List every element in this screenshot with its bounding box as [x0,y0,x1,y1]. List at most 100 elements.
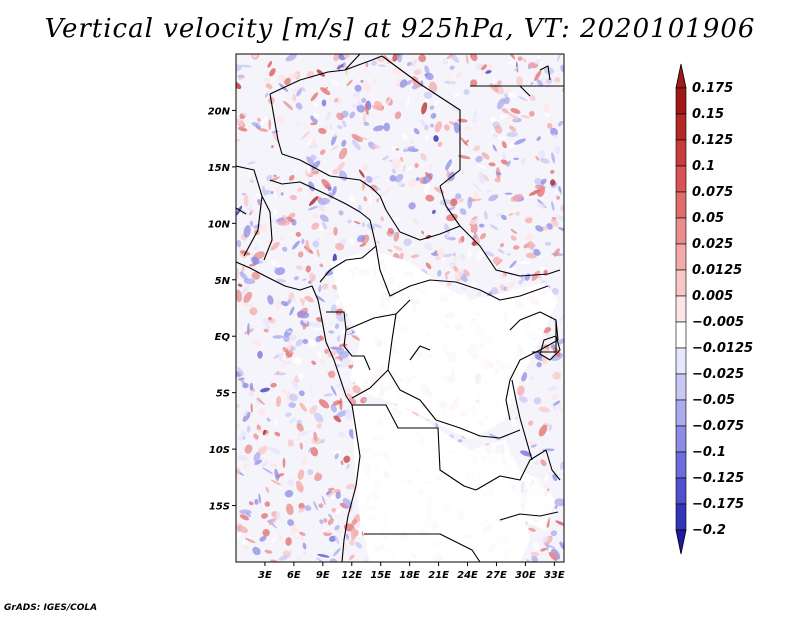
velocity-cell [325,490,332,496]
velocity-cell [558,120,564,127]
velocity-cell [251,271,261,280]
velocity-cell [325,111,332,121]
velocity-cell [319,519,324,525]
velocity-cell [357,205,362,211]
velocity-cell [368,197,373,204]
velocity-cell [444,234,450,240]
lat-label: 10S [209,445,230,456]
velocity-cell [482,66,491,74]
velocity-cell [553,400,561,406]
velocity-cell [554,145,561,155]
velocity-cell [264,501,271,507]
velocity-cell [348,539,355,546]
velocity-cell [303,124,309,128]
colorbar-segment [675,243,687,271]
velocity-cell [507,267,517,272]
colorbar-segment [675,347,687,375]
velocity-cell [293,168,298,173]
velocity-cell [459,208,467,215]
velocity-cell [410,138,414,145]
velocity-cell [537,150,546,159]
colorbar-segment [675,139,687,167]
velocity-cell [476,291,482,297]
velocity-cell [268,316,272,321]
velocity-cell [401,133,408,140]
velocity-cell [534,460,540,465]
velocity-cell [423,91,433,99]
velocity-cell [273,208,278,217]
velocity-cell [547,385,558,392]
colorbar-label: −0.175 [692,497,744,512]
velocity-cell [550,127,558,136]
velocity-cell [469,54,478,62]
velocity-cell [283,100,294,110]
velocity-cell [299,442,303,450]
grads-credit: GrADS: IGES/COLA [4,603,98,613]
velocity-cell [236,239,242,248]
velocity-cell [297,469,305,480]
velocity-cell [499,242,505,248]
velocity-cell [364,103,369,116]
velocity-cell [319,263,324,268]
velocity-cell [448,76,454,87]
velocity-cell [492,76,496,86]
velocity-cell [507,253,511,256]
velocity-cell [241,112,249,117]
velocity-cell [543,327,552,334]
velocity-cell [299,531,306,536]
velocity-cell [559,461,564,470]
longitude-axis: 3E 6E 9E 12E 15E 18E 21E 24E 27E 30E 33E [258,562,565,581]
velocity-cell [560,215,564,221]
velocity-cell [424,72,434,81]
velocity-cell [394,173,404,183]
velocity-cell [444,271,451,276]
velocity-cell [316,423,322,429]
velocity-cell [288,175,295,181]
colorbar-segment [675,425,687,453]
velocity-cell [470,79,478,87]
velocity-cell [539,266,546,270]
velocity-cell [530,551,540,557]
velocity-cell [497,97,505,110]
velocity-cell [274,431,281,437]
velocity-cell [460,137,469,147]
velocity-cell [236,306,239,319]
velocity-cell [301,130,310,140]
velocity-cell [397,181,404,188]
velocity-cell [378,64,387,67]
velocity-cell [408,202,416,210]
velocity-cell [242,303,254,308]
velocity-cell [285,537,292,546]
velocity-cell [340,460,344,466]
velocity-cell [543,535,553,546]
velocity-cell [270,382,277,388]
velocity-cell [551,392,558,401]
velocity-cell [478,171,485,185]
velocity-cell [534,70,542,81]
velocity-cell [328,513,333,519]
velocity-cell [295,480,304,493]
velocity-cell [539,157,550,164]
velocity-cell [554,190,561,196]
velocity-cell [387,227,395,234]
velocity-cell [311,360,317,366]
border-car [375,209,549,301]
lon-label: 3E [258,570,272,581]
velocity-cell [478,223,485,228]
velocity-cell [516,76,523,87]
velocity-cell [315,557,321,561]
velocity-cell [319,335,324,341]
velocity-cell [327,170,332,179]
velocity-cell [249,220,254,227]
velocity-cell [490,287,499,296]
velocity-cell [552,347,561,357]
colorbar-label: 0.15 [692,107,724,122]
velocity-cell [327,517,334,526]
velocity-cell [455,193,462,200]
velocity-cell [383,122,391,132]
velocity-cell [424,134,429,141]
velocity-cell [492,256,501,265]
lat-label: 15S [209,502,230,513]
velocity-cell [413,128,420,135]
velocity-cell [420,153,427,161]
